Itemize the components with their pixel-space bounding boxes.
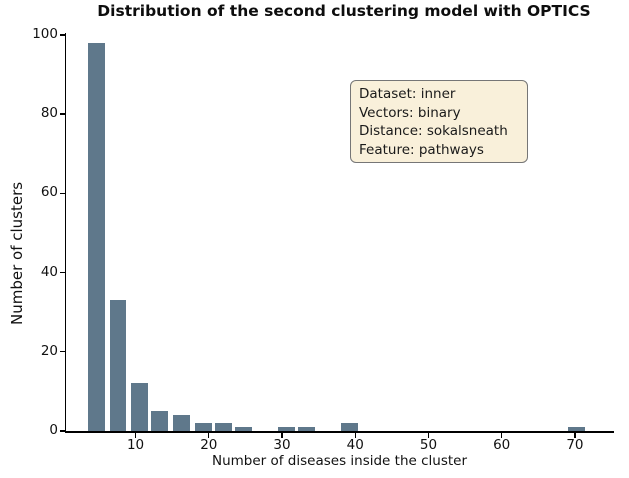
y-tick-mark xyxy=(60,271,65,274)
y-axis-spine xyxy=(64,33,67,433)
y-tick-mark xyxy=(60,34,65,36)
y-tick-mark xyxy=(60,192,65,195)
y-tick-mark xyxy=(60,351,65,353)
histogram-bar xyxy=(173,415,191,431)
x-tick-mark xyxy=(354,433,356,438)
y-tick-label: 100 xyxy=(32,25,58,42)
x-axis-label: Number of diseases inside the cluster xyxy=(211,453,468,469)
y-tick-label: 80 xyxy=(40,105,58,122)
y-axis-label: Number of clusters xyxy=(8,181,26,325)
histogram-bar xyxy=(195,423,213,431)
x-tick-mark xyxy=(281,433,283,438)
y-tick-mark xyxy=(60,430,65,432)
x-tick-label: 20 xyxy=(200,437,218,453)
chart-title: Distribution of the second clustering mo… xyxy=(97,2,591,20)
x-tick-label: 10 xyxy=(126,437,145,453)
x-tick-label: 30 xyxy=(273,437,291,453)
annotation-line-vectors: Vectors: binary xyxy=(359,104,461,121)
histogram-bar xyxy=(109,300,127,431)
x-tick-label: 60 xyxy=(493,437,511,453)
x-tick-label: 40 xyxy=(346,437,364,453)
plot-area xyxy=(66,33,613,431)
x-tick-mark xyxy=(500,433,503,438)
y-tick-label: 20 xyxy=(40,342,58,359)
histogram-bar xyxy=(340,423,358,431)
histogram-bar xyxy=(130,383,148,431)
y-tick-label: 0 xyxy=(49,422,58,438)
annotation-line-feature: Feature: pathways xyxy=(359,141,484,158)
x-tick-mark xyxy=(574,433,576,438)
y-tick-mark xyxy=(60,113,65,115)
x-tick-label: 70 xyxy=(566,437,584,453)
x-axis-spine xyxy=(64,431,614,433)
histogram-bar xyxy=(151,411,169,431)
histogram-bar xyxy=(234,427,252,431)
annotation-line-distance: Distance: sokalsneath xyxy=(359,123,508,140)
histogram-bar xyxy=(215,423,232,431)
histogram-bar xyxy=(298,427,316,431)
y-tick-label: 40 xyxy=(40,263,58,280)
annotation-line-dataset: Dataset: inner xyxy=(359,86,456,102)
histogram-bar xyxy=(277,427,295,431)
histogram-bar xyxy=(567,427,585,431)
y-tick-label: 60 xyxy=(40,184,58,201)
x-tick-mark xyxy=(208,433,210,438)
x-tick-mark xyxy=(427,433,430,438)
annotation-box: Dataset: inner Vectors: binary Distance:… xyxy=(350,80,528,163)
x-tick-label: 50 xyxy=(419,437,438,453)
x-tick-mark xyxy=(134,433,137,438)
histogram-bar xyxy=(88,42,106,431)
